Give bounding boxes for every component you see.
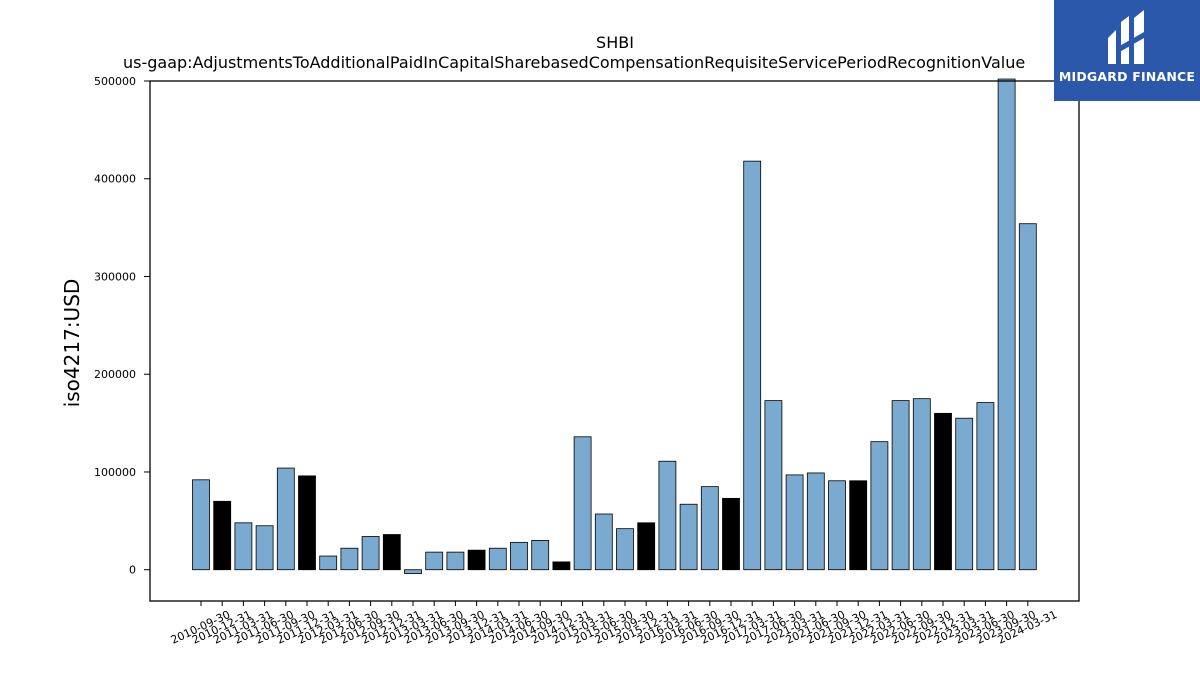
- bar-2011-09-30: [276, 467, 295, 571]
- bar-2012-12-31: [382, 534, 401, 571]
- bar-2016-03-31: [658, 460, 677, 571]
- bar-2015-12-31: [637, 522, 656, 571]
- bar-2022-03-31: [870, 441, 889, 571]
- chart-title: SHBI: [596, 33, 634, 52]
- bar-2013-12-31: [467, 549, 486, 571]
- x-ticks-layer: 2010-09-302010-12-312011-03-312011-06-30…: [169, 601, 1059, 647]
- bar-2015-06-30: [594, 513, 613, 571]
- y-tick-label: 300000: [94, 270, 136, 283]
- logo-wordmark: MIDGARD FINANCE: [1058, 69, 1196, 84]
- bar-2021-12-31: [849, 480, 868, 571]
- bar-2014-12-31: [552, 561, 571, 571]
- bar-2021-06-30: [806, 472, 825, 571]
- plot-frame: [149, 80, 1080, 602]
- y-tick-label: 400000: [94, 173, 136, 186]
- bar-2023-03-31: [955, 417, 974, 571]
- bar-2013-03-31: [404, 569, 422, 575]
- bar-2021-03-31: [785, 474, 804, 571]
- bar-2014-03-31: [488, 547, 507, 571]
- bar-2013-09-30: [446, 551, 465, 571]
- y-axis-label: iso4217:USD: [60, 279, 84, 408]
- bar-2010-12-31: [213, 500, 232, 571]
- bar-2023-09-30: [997, 78, 1016, 571]
- y-tick-label: 200000: [94, 368, 136, 381]
- bar-2012-03-31: [319, 555, 338, 571]
- bar-2021-09-30: [828, 480, 846, 571]
- bar-2014-06-30: [510, 541, 528, 571]
- chart-subtitle: us-gaap:AdjustmentsToAdditionalPaidInCap…: [123, 53, 1025, 72]
- midgard-logo-mark-icon: [1108, 10, 1144, 64]
- bar-2015-03-31: [573, 436, 592, 571]
- bar-2011-03-31: [234, 522, 253, 571]
- bar-2014-09-30: [531, 539, 550, 571]
- bar-2012-09-30: [361, 536, 380, 571]
- bar-2011-06-30: [255, 525, 274, 571]
- y-tick-label: 100000: [94, 466, 136, 479]
- bar-2011-12-31: [298, 475, 316, 571]
- bars-layer: [192, 78, 1037, 575]
- bar-2023-06-30: [976, 402, 995, 571]
- bar-2017-06-30: [764, 400, 783, 571]
- bar-2010-09-30: [192, 479, 210, 571]
- y-tick-label: 500000: [94, 75, 136, 88]
- bar-2016-06-30: [679, 503, 698, 571]
- bar-2024-03-31: [1018, 223, 1037, 571]
- midgard-finance-logo: MIDGARD FINANCE: [1054, 0, 1200, 101]
- bar-2022-12-31: [934, 412, 952, 571]
- bar-2015-09-30: [616, 528, 634, 571]
- bar-2016-09-30: [700, 486, 719, 571]
- y-ticks-layer: 0 100000 200000 300000 400000 500000: [94, 75, 150, 577]
- bar-2013-06-30: [425, 551, 444, 571]
- bar-2022-06-30: [891, 400, 910, 571]
- bar-2017-03-31: [743, 160, 762, 571]
- y-tick-label: 0: [129, 564, 136, 577]
- bar-2012-06-30: [340, 547, 359, 571]
- bar-2016-12-31: [722, 497, 740, 571]
- bar-2022-09-30: [912, 398, 931, 571]
